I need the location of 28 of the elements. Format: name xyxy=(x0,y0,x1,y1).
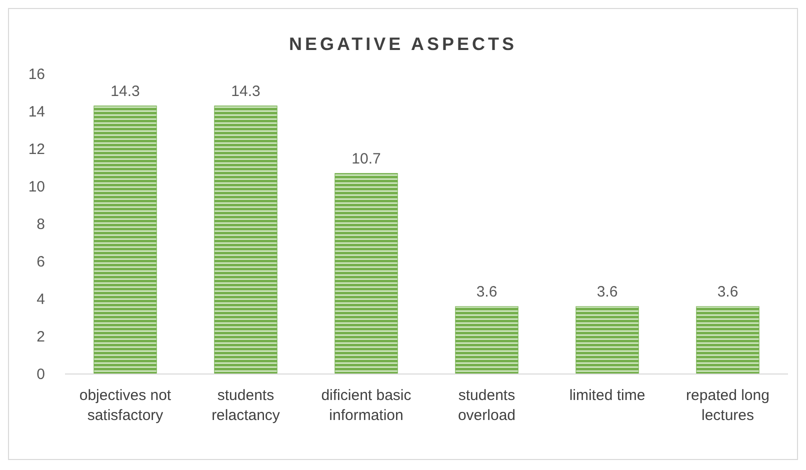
data-label: 14.3 xyxy=(231,82,260,100)
bar xyxy=(576,306,639,374)
y-tick-label: 8 xyxy=(36,216,45,233)
data-label: 14.3 xyxy=(110,82,140,100)
x-tick-label: students overload xyxy=(458,387,516,424)
data-label: 3.6 xyxy=(717,284,738,300)
y-tick-label: 0 xyxy=(36,366,45,383)
data-label: 3.6 xyxy=(596,284,618,300)
x-tick-label: dificient basic information xyxy=(321,387,412,424)
x-tick-label: students relactancy xyxy=(212,387,280,424)
bar xyxy=(94,106,157,374)
x-tick-label: objectives not satisfactory xyxy=(79,387,172,424)
y-tick-label: 10 xyxy=(28,178,45,196)
x-tick-label: repated long lectures xyxy=(686,387,770,424)
x-tick-label: limited time xyxy=(569,387,646,404)
y-tick-label: 14 xyxy=(28,104,45,120)
y-tick-label: 2 xyxy=(36,328,45,346)
y-tick-label: 4 xyxy=(36,291,45,308)
y-tick-label: 12 xyxy=(28,141,45,158)
y-tick-label: 16 xyxy=(28,66,45,83)
data-label: 3.6 xyxy=(476,284,498,300)
bar xyxy=(696,306,760,374)
data-label: 10.7 xyxy=(352,150,381,168)
bar xyxy=(214,106,278,374)
y-tick-label: 6 xyxy=(36,254,45,270)
bar xyxy=(334,173,398,374)
bar xyxy=(455,306,518,374)
chart-title: NEGATIVE ASPECTS xyxy=(288,34,518,54)
